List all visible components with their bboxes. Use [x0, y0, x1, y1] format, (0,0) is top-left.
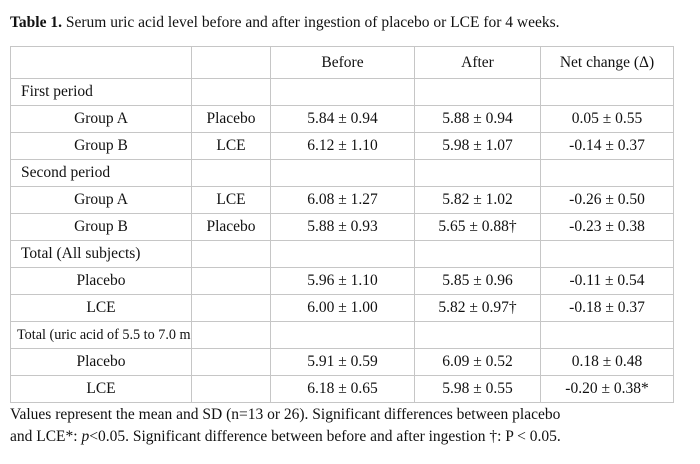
treatment-cell [191, 375, 271, 403]
group-cell: LCE [10, 375, 192, 403]
empty-cell [540, 159, 674, 187]
table-row: Group B Placebo 5.88 ± 0.93 5.65 ± 0.88† -0.… [10, 213, 674, 241]
after-cell: 5.82 ± 0.97† [414, 294, 541, 322]
group-cell: Group A [10, 105, 192, 133]
net-change-cell: -0.14 ± 0.37 [540, 132, 674, 160]
header-after: After [414, 46, 541, 79]
treatment-cell: Placebo [191, 213, 271, 241]
empty-cell [540, 240, 674, 268]
empty-cell [540, 78, 674, 106]
footnote-p-symbol: p [81, 428, 90, 445]
table-caption: Table 1. Serum uric acid level before an… [10, 14, 560, 32]
before-cell: 6.08 ± 1.27 [270, 186, 415, 214]
group-cell: Placebo [10, 348, 192, 376]
footnote-line-2-start: and LCE*: [10, 428, 82, 445]
net-change-cell: -0.18 ± 0.37 [540, 294, 674, 322]
treatment-cell [191, 294, 271, 322]
group-cell: Group B [10, 132, 192, 160]
after-cell: 5.98 ± 1.07 [414, 132, 541, 160]
before-cell: 6.18 ± 0.65 [270, 375, 415, 403]
table-row: LCE 6.00 ± 1.00 5.82 ± 0.97† -0.18 ± 0.37 [10, 294, 674, 322]
treatment-cell [191, 267, 271, 295]
header-before: Before [270, 46, 415, 79]
table-label: Table 1. [10, 14, 62, 31]
net-change-cell: -0.20 ± 0.38* [540, 375, 674, 403]
empty-cell [414, 240, 541, 268]
section-row: Total (All subjects) [10, 240, 674, 268]
treatment-cell: LCE [191, 132, 271, 160]
net-change-cell: 0.18 ± 0.48 [540, 348, 674, 376]
table-row: Group A Placebo 5.84 ± 0.94 5.88 ± 0.94 0.05… [10, 105, 674, 133]
section-label: Total (All subjects) [10, 240, 192, 268]
section-label: Total (uric acid of 5.5 to 7.0 mg/dL) [10, 321, 192, 349]
table-row: LCE 6.18 ± 0.65 5.98 ± 0.55 -0.20 ± 0.38* [10, 375, 674, 403]
after-cell: 6.09 ± 0.52 [414, 348, 541, 376]
after-cell: 5.98 ± 0.55 [414, 375, 541, 403]
section-row: Second period [10, 159, 674, 187]
section-label: First period [10, 78, 192, 106]
after-cell: 5.85 ± 0.96 [414, 267, 541, 295]
after-cell: 5.65 ± 0.88† [414, 213, 541, 241]
table-row: Group A LCE 6.08 ± 1.27 5.82 ± 1.02 -0.26 ± … [10, 186, 674, 214]
header-row: Before After Net change (Δ) [10, 46, 674, 79]
footnote-line-1: Values represent the mean and SD (n=13 o… [10, 406, 561, 423]
table-row: Placebo 5.96 ± 1.10 5.85 ± 0.96 -0.11 ± 0.5… [10, 267, 674, 295]
before-cell: 5.88 ± 0.93 [270, 213, 415, 241]
before-cell: 6.12 ± 1.10 [270, 132, 415, 160]
net-change-cell: -0.11 ± 0.54 [540, 267, 674, 295]
before-cell: 5.84 ± 0.94 [270, 105, 415, 133]
empty-cell [270, 240, 415, 268]
section-row: First period [10, 78, 674, 106]
net-change-cell: -0.23 ± 0.38 [540, 213, 674, 241]
before-cell: 6.00 ± 1.00 [270, 294, 415, 322]
footnote-line-2: and LCE*: p<0.05. Significant difference… [10, 426, 680, 448]
table-row: Placebo 5.91 ± 0.59 6.09 ± 0.52 0.18 ± 0.48 [10, 348, 674, 376]
net-change-cell: -0.26 ± 0.50 [540, 186, 674, 214]
group-cell: LCE [10, 294, 192, 322]
before-cell: 5.91 ± 0.59 [270, 348, 415, 376]
net-change-cell: 0.05 ± 0.55 [540, 105, 674, 133]
empty-cell [414, 321, 541, 349]
empty-cell [191, 240, 271, 268]
empty-cell [191, 78, 271, 106]
section-label: Second period [10, 159, 192, 187]
treatment-cell: Placebo [191, 105, 271, 133]
group-cell: Placebo [10, 267, 192, 295]
empty-cell [270, 78, 415, 106]
before-cell: 5.96 ± 1.10 [270, 267, 415, 295]
after-cell: 5.82 ± 1.02 [414, 186, 541, 214]
table-title: Serum uric acid level before and after i… [65, 14, 560, 31]
section-row: Total (uric acid of 5.5 to 7.0 mg/dL) [10, 321, 674, 349]
table-row: Group B LCE 6.12 ± 1.10 5.98 ± 1.07 -0.14 ± … [10, 132, 674, 160]
group-cell: Group B [10, 213, 192, 241]
header-treatment [191, 46, 271, 79]
footnote-line-2-end: <0.05. Significant difference between be… [89, 428, 561, 445]
header-group [10, 46, 192, 79]
empty-cell [270, 159, 415, 187]
footnote: Values represent the mean and SD (n=13 o… [10, 404, 680, 448]
empty-cell [414, 159, 541, 187]
uric-acid-table: Before After Net change (Δ) First period… [10, 46, 674, 403]
treatment-cell [191, 348, 271, 376]
empty-cell [540, 321, 674, 349]
empty-cell [414, 78, 541, 106]
after-cell: 5.88 ± 0.94 [414, 105, 541, 133]
empty-cell [191, 321, 271, 349]
empty-cell [191, 159, 271, 187]
empty-cell [270, 321, 415, 349]
group-cell: Group A [10, 186, 192, 214]
table-body: Before After Net change (Δ) First period… [10, 46, 674, 403]
treatment-cell: LCE [191, 186, 271, 214]
header-net-change: Net change (Δ) [540, 46, 674, 79]
